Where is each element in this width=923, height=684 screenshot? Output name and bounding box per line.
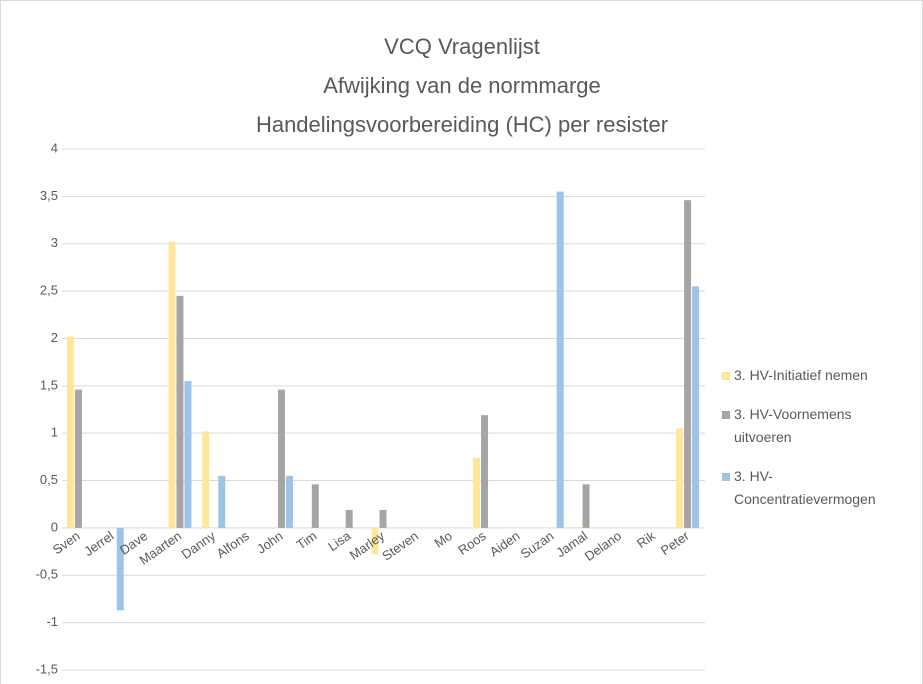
- legend-item: 3. HV-Concentratievermogen: [722, 465, 912, 511]
- legend-swatch: [722, 411, 730, 419]
- legend-label: 3. HV-Voornemens uitvoeren: [734, 406, 852, 445]
- bar: [676, 428, 684, 528]
- y-tick-label: 1: [51, 425, 58, 440]
- bar: [582, 484, 590, 528]
- bar: [311, 484, 319, 528]
- chart-title: VCQ Vragenlijst: [384, 34, 540, 59]
- y-tick-label: 3,5: [40, 188, 58, 203]
- x-tick-label: Marley: [347, 528, 388, 563]
- x-tick-label: Delano: [582, 528, 624, 564]
- bar: [473, 457, 481, 528]
- bar: [218, 475, 226, 528]
- bar: [202, 431, 210, 528]
- bar: [184, 381, 192, 528]
- x-tick-label: Alfons: [214, 528, 253, 561]
- legend-swatch: [722, 473, 730, 481]
- bar: [66, 336, 74, 528]
- y-tick-label: -1: [46, 614, 58, 629]
- bar: [684, 200, 692, 528]
- legend-label: 3. HV-Concentratievermogen: [734, 468, 876, 507]
- chart-title: Handelingsvoorbereiding (HC) per resiste…: [256, 112, 668, 137]
- x-tick-label: Steven: [379, 528, 421, 564]
- x-tick-label: Tim: [294, 528, 320, 552]
- y-tick-label: 2,5: [40, 283, 58, 298]
- y-tick-label: 0,5: [40, 472, 58, 487]
- bar: [345, 509, 353, 528]
- x-tick-label: Roos: [455, 528, 489, 558]
- bar: [574, 526, 582, 528]
- bar: [277, 389, 285, 528]
- y-tick-label: -0,5: [36, 567, 58, 582]
- x-tick-label: Mo: [432, 528, 455, 551]
- x-tick-label: Danny: [179, 528, 219, 562]
- y-tick-label: 4: [51, 140, 58, 155]
- bar: [176, 295, 184, 528]
- bar: [481, 415, 489, 528]
- x-tick-label: Peter: [658, 528, 693, 558]
- x-tick-label: Aiden: [487, 528, 523, 559]
- bar: [74, 389, 82, 528]
- x-tick-label: John: [254, 528, 286, 556]
- bar: [116, 527, 124, 611]
- legend-item: 3. HV-Initiatief nemen: [722, 364, 912, 387]
- legend-label: 3. HV-Initiatief nemen: [734, 367, 868, 383]
- legend: 3. HV-Initiatief nemen 3. HV-Voornemens u…: [722, 364, 912, 527]
- y-tick-label: 2: [51, 330, 58, 345]
- x-tick-label: Jerrel: [81, 528, 116, 559]
- bar: [379, 509, 387, 528]
- legend-swatch: [722, 372, 730, 380]
- y-tick-label: 0: [51, 519, 58, 534]
- bar: [285, 475, 293, 528]
- y-tick-label: 1,5: [40, 377, 58, 392]
- bar: [371, 527, 379, 555]
- bar: [168, 241, 176, 528]
- chart-title: Afwijking van de normmarge: [323, 73, 601, 98]
- x-tick-label: Suzan: [518, 528, 557, 561]
- bar: [692, 286, 700, 528]
- legend-item: 3. HV-Voornemens uitvoeren: [722, 403, 912, 449]
- y-tick-label: 3: [51, 235, 58, 250]
- bar: [556, 191, 564, 528]
- y-tick-label: -1,5: [36, 661, 58, 676]
- x-tick-label: Rik: [634, 528, 658, 551]
